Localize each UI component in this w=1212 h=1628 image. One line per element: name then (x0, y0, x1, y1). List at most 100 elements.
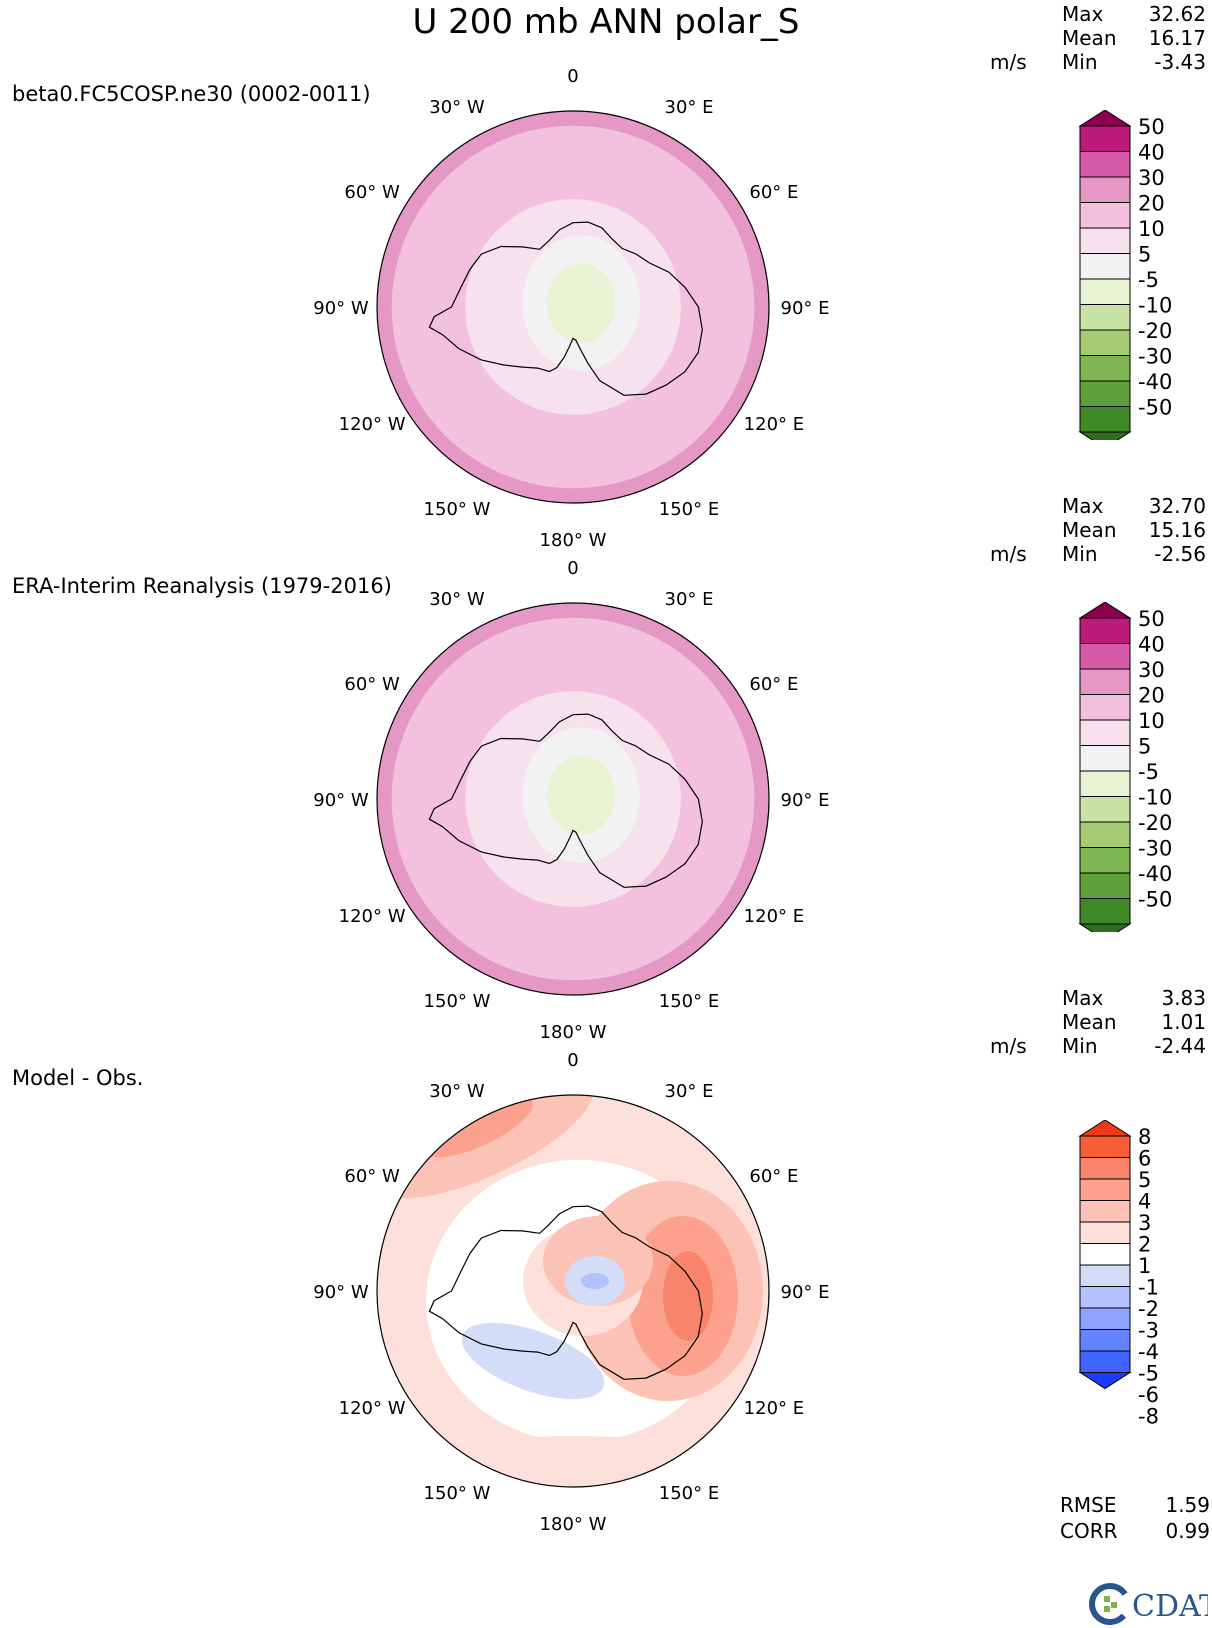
colorbar-1-tick-label: 40 (1138, 141, 1165, 165)
map-boundary (376, 602, 770, 996)
colorbar-2-tick-label: 5 (1138, 735, 1151, 759)
stat-unit: m/s (990, 50, 1027, 74)
panel-1-subtitle: beta0.FC5COSP.ne30 (0002-0011) (12, 82, 371, 106)
colorbar-1-swatch (1079, 329, 1131, 356)
colorbar-3-tick-label: 1 (1138, 1254, 1151, 1278)
field-contours (377, 603, 769, 995)
colorbar-3-tick-label: 5 (1138, 1168, 1151, 1192)
field-contours (377, 111, 769, 503)
longitude-label: 180° W (540, 1514, 607, 1535)
rmse-corr-block: RMSE 1.59 CORR 0.99 (1060, 1492, 1210, 1552)
stat-mean-label: Mean (1062, 1010, 1117, 1034)
logo-dot-icon (1104, 1606, 1110, 1612)
contour-band (571, 783, 591, 807)
colorbar-1-swatch (1079, 380, 1131, 407)
colorbar-3-swatch (1079, 1307, 1131, 1330)
colorbar-1-swatch (1079, 304, 1131, 331)
longitude-label: 30° W (429, 589, 485, 610)
colorbar-3-tick-label: -8 (1138, 1405, 1159, 1429)
colorbar-1-tick-label: 30 (1138, 166, 1165, 190)
longitude-label: 60° W (344, 674, 400, 695)
colorbar-2-tick-label: -20 (1138, 811, 1172, 835)
colorbar-1-swatch (1079, 406, 1131, 433)
stat-max-value: 3.83 (1161, 986, 1206, 1010)
longitude-label: 90° W (313, 790, 369, 811)
stat-unit: m/s (990, 542, 1027, 566)
colorbar-3-swatch (1079, 1329, 1131, 1352)
figure-title: U 200 mb ANN polar_S (412, 2, 800, 42)
colorbar-2-tick-label: -5 (1138, 760, 1159, 784)
panel-3-polar-map: 0 30° E 60° E 90° E 120° E 150° E 180° W 150° W… (313, 1050, 830, 1535)
colorbar-3-tick-label: -3 (1138, 1319, 1159, 1343)
colorbar-3-tick-label: -1 (1138, 1276, 1159, 1300)
colorbar-3-tick-label: 2 (1138, 1233, 1151, 1257)
panel-2-stats: Max 32.70 Mean 15.16 m/s Min -2.56 (990, 494, 1210, 569)
colorbar-3-swatch (1079, 1264, 1131, 1287)
colorbar-1-swatch (1079, 227, 1131, 254)
longitude-label: 150° E (659, 1483, 719, 1504)
rmse-value: 1.59 (1165, 1493, 1210, 1517)
colorbar-1-tick-label: 5 (1138, 243, 1151, 267)
longitude-label: 60° W (344, 182, 400, 203)
longitude-label: 120° E (744, 906, 804, 927)
longitude-label: 90° E (781, 790, 830, 811)
longitude-label: 0 (567, 558, 578, 579)
stat-mean-value: 1.01 (1161, 1010, 1206, 1034)
colorbar-1-swatch (1079, 151, 1131, 178)
logo-dot-icon (1104, 1596, 1110, 1602)
stat-min-value: -2.56 (1154, 542, 1206, 566)
colorbar-3-tick-label: -4 (1138, 1340, 1159, 1364)
longitude-label: 90° W (313, 1282, 369, 1303)
colorbar-3-tick-label: 4 (1138, 1190, 1151, 1214)
colorbar-2-tick-label: 10 (1138, 709, 1165, 733)
contour-band (581, 1273, 609, 1289)
longitude-label: 120° W (339, 906, 406, 927)
stat-mean-value: 16.17 (1148, 26, 1206, 50)
colorbar-2-swatch (1079, 796, 1131, 823)
stat-max-value: 32.70 (1148, 494, 1206, 518)
longitude-label: 120° W (339, 1398, 406, 1419)
colorbar-2-swatch (1079, 821, 1131, 848)
colorbar-1-overflow-max (1078, 110, 1132, 127)
antarctica-coastline (428, 221, 703, 396)
logo-text: CDAT (1132, 1589, 1208, 1624)
longitude-label: 120° W (339, 414, 406, 435)
contour-band (663, 1251, 713, 1341)
longitude-label: 180° W (540, 530, 607, 551)
longitude-label: 90° E (781, 1282, 830, 1303)
stat-max-label: Max (1062, 494, 1104, 518)
colorbar-3-swatch (1079, 1221, 1131, 1244)
stat-mean-label: Mean (1062, 26, 1117, 50)
colorbar-1-swatch (1079, 202, 1131, 229)
colorbar-2-swatch (1079, 719, 1131, 746)
longitude-label: 0 (567, 1050, 578, 1071)
panel-1-polar-map: 0 30° E 60° E 90° E 120° E 150° E 180° W 150° W… (313, 66, 829, 551)
panel-2-subtitle: ERA-Interim Reanalysis (1979-2016) (12, 574, 392, 598)
antarctica-coastline (428, 1205, 703, 1380)
longitude-label: 30° E (665, 589, 714, 610)
longitude-label: 150° W (424, 991, 491, 1012)
stat-max-label: Max (1062, 2, 1104, 26)
longitude-label: 30° E (665, 1081, 714, 1102)
difference-contours (377, 1095, 769, 1487)
stat-min-label: Min (1062, 50, 1098, 74)
colorbar-1-swatch (1079, 278, 1131, 305)
colorbar-1-tick-label: -20 (1138, 319, 1172, 343)
colorbar-2-overflow-min (1078, 923, 1132, 932)
colorbar-3-swatch (1079, 1135, 1131, 1158)
colorbar-2-overflow-max (1078, 602, 1132, 619)
longitude-label: 60° E (749, 674, 798, 695)
colorbar-1-tick-label: -5 (1138, 268, 1159, 292)
stat-min-value: -2.44 (1154, 1034, 1206, 1058)
stat-unit: m/s (990, 1034, 1027, 1058)
corr-value: 0.99 (1165, 1519, 1210, 1543)
colorbar-3-overflow-max (1078, 1120, 1132, 1137)
panel-1-stats: Max 32.62 Mean 16.17 m/s Min -3.43 (990, 2, 1210, 77)
colorbar-2-tick-label: -50 (1138, 888, 1172, 912)
colorbar-2-swatch (1079, 745, 1131, 772)
colorbar-3-tick-label: 3 (1138, 1211, 1151, 1235)
panel-2-polar-map: 0 30° E 60° E 90° E 120° E 150° E 180° W 150° W… (313, 558, 830, 1043)
colorbar-3-swatch (1079, 1157, 1131, 1180)
colorbar-1-tick-label: 20 (1138, 192, 1165, 216)
